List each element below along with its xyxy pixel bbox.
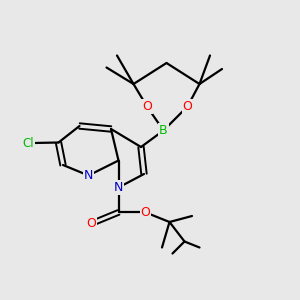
Text: N: N bbox=[114, 181, 123, 194]
Text: O: O bbox=[87, 217, 96, 230]
Text: B: B bbox=[159, 124, 168, 137]
Text: N: N bbox=[84, 169, 93, 182]
Text: Cl: Cl bbox=[23, 136, 34, 150]
Text: O: O bbox=[141, 206, 150, 219]
Text: O: O bbox=[142, 100, 152, 113]
Text: O: O bbox=[183, 100, 192, 113]
